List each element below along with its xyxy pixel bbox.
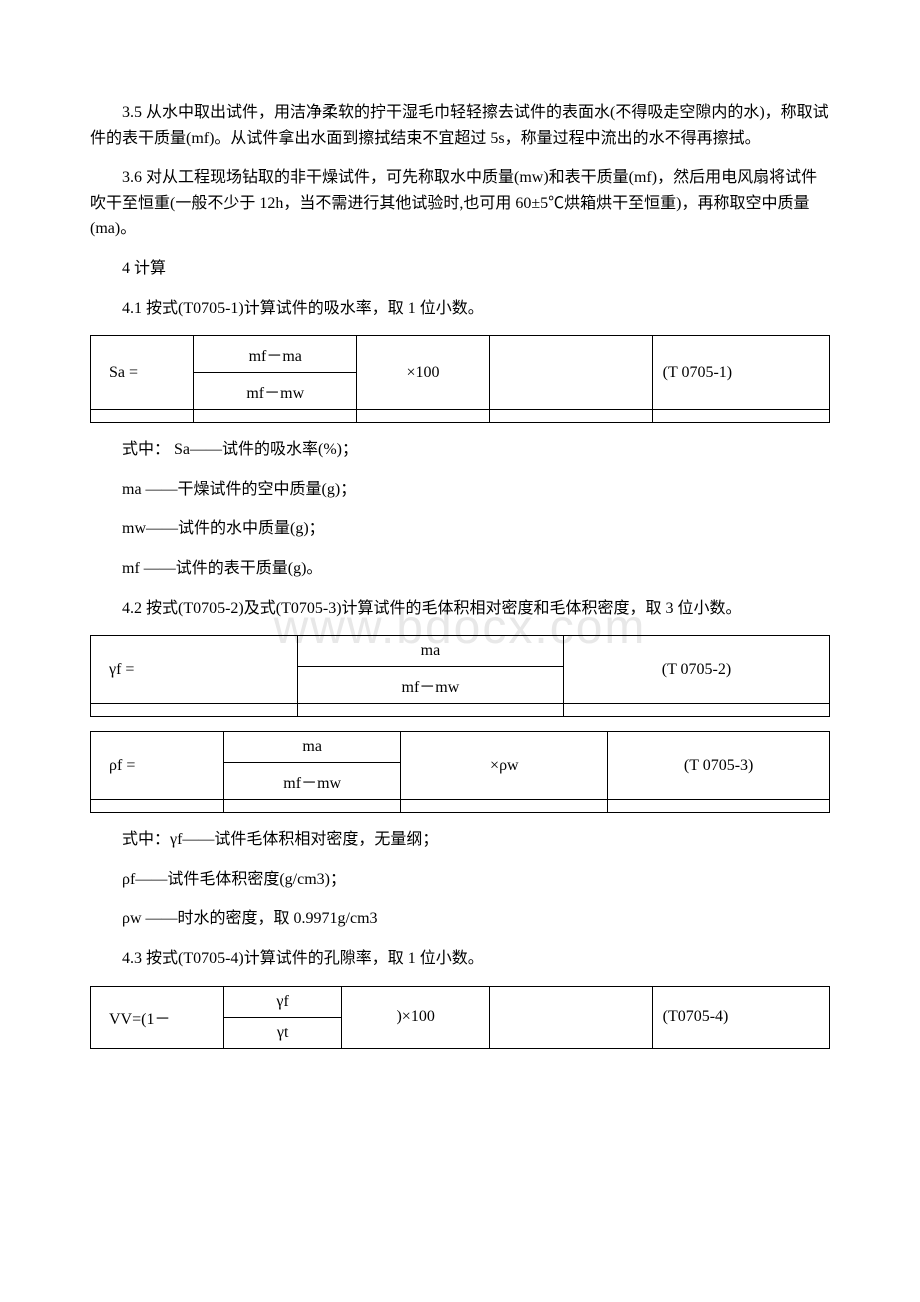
formula1-empty-5 [652,410,829,423]
formula2-empty-3 [563,704,829,717]
formula2-numerator: ma [297,636,563,667]
document-page: www.bdocx.com 3.5 从水中取出试件，用洁净柔软的拧干湿毛巾轻轻擦… [0,0,920,1113]
formula1-empty-2 [194,410,357,423]
formula4-denominator: γt [224,1017,342,1048]
formula3-lhs: ρf = [91,732,224,800]
formula-table-4: VV=(1－ γf )×100 (T0705-4) γt [90,986,830,1049]
formula1-spacer [490,336,653,410]
def-mw: mw——试件的水中质量(g)； [90,516,830,542]
paragraph-4-1: 4.1 按式(T0705-1)计算试件的吸水率，取 1 位小数。 [90,296,830,322]
formula1-ref: (T 0705-1) [652,336,829,410]
def-gammaf: 式中：γf——试件毛体积相对密度，无量纲； [90,827,830,853]
formula4-spacer [490,986,653,1048]
formula2-empty-1 [91,704,298,717]
def-mf: mf ——试件的表干质量(g)。 [90,556,830,582]
formula1-lhs: Sa = [91,336,194,410]
formula3-empty-4 [608,800,830,813]
paragraph-4-2: 4.2 按式(T0705-2)及式(T0705-3)计算试件的毛体积相对密度和毛… [90,596,830,622]
formula3-denominator: mf－mw [224,763,401,800]
def-rhow: ρw ——时水的密度，取 0.9971g/cm3 [90,906,830,932]
def-sa: 式中： Sa——试件的吸水率(%)； [90,437,830,463]
formula2-lhs: γf = [91,636,298,704]
formula3-empty-1 [91,800,224,813]
formula3-ref: (T 0705-3) [608,732,830,800]
formula1-mult: ×100 [357,336,490,410]
paragraph-4-3: 4.3 按式(T0705-4)计算试件的孔隙率，取 1 位小数。 [90,946,830,972]
formula-table-3: ρf = ma ×ρw (T 0705-3) mf－mw [90,731,830,813]
formula4-mult: )×100 [342,986,490,1048]
content-area: 3.5 从水中取出试件，用洁净柔软的拧干湿毛巾轻轻擦去试件的表面水(不得吸走空隙… [90,100,830,1049]
formula2-empty-2 [297,704,563,717]
formula1-numerator: mf－ma [194,336,357,373]
formula1-denominator: mf－mw [194,373,357,410]
formula2-denominator: mf－mw [297,667,563,704]
formula2-ref: (T 0705-2) [563,636,829,704]
paragraph-4: 4 计算 [90,256,830,282]
formula-table-1: Sa = mf－ma ×100 (T 0705-1) mf－mw [90,335,830,423]
def-ma: ma ——干燥试件的空中质量(g)； [90,477,830,503]
formula4-numerator: γf [224,986,342,1017]
formula3-mult: ×ρw [401,732,608,800]
formula4-ref: (T0705-4) [652,986,829,1048]
formula1-empty-1 [91,410,194,423]
paragraph-3-5: 3.5 从水中取出试件，用洁净柔软的拧干湿毛巾轻轻擦去试件的表面水(不得吸走空隙… [90,100,830,151]
formula-table-2: γf = ma (T 0705-2) mf－mw [90,635,830,717]
paragraph-3-6: 3.6 对从工程现场钻取的非干燥试件，可先称取水中质量(mw)和表干质量(mf)… [90,165,830,242]
formula3-numerator: ma [224,732,401,763]
formula1-empty-4 [490,410,653,423]
formula1-empty-3 [357,410,490,423]
formula3-empty-2 [224,800,401,813]
formula3-empty-3 [401,800,608,813]
formula4-lhs: VV=(1－ [91,986,224,1048]
def-rhof: ρf——试件毛体积密度(g/cm3)； [90,867,830,893]
